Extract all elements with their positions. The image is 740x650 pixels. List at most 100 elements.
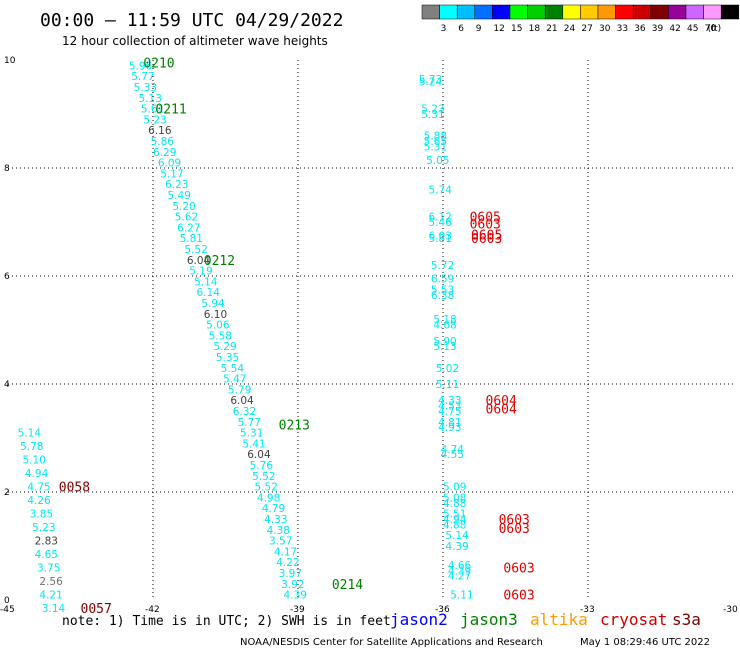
swh-value: 5.20	[172, 201, 195, 213]
swh-value: 5.51	[443, 509, 466, 521]
swh-value: 5.94	[201, 298, 225, 310]
pass-time-label: 0604	[486, 402, 517, 417]
swh-value: 4.21	[39, 590, 62, 602]
swh-value: 4.94	[25, 468, 49, 480]
axis-ticks: -45 -42 -39 -36 -33 -30 0 2 4 6 8 10	[0, 56, 738, 615]
swh-value: 5.11	[450, 590, 473, 602]
legend-label: 15	[511, 24, 522, 34]
x-tick-label: -30	[723, 605, 738, 615]
swh-value: 5.14	[18, 428, 42, 440]
legend-label: 9	[476, 24, 482, 34]
swh-value: 5.58	[209, 330, 232, 342]
pass-time-label: 0213	[279, 419, 310, 434]
swh-value: 5.31	[424, 141, 447, 153]
legend-swatch	[421, 4, 440, 20]
swh-value: 5.88	[424, 131, 447, 143]
pass-time-labels: 0210021102120213021400580057060506030605…	[59, 57, 535, 617]
swh-value: 4.53	[438, 401, 461, 413]
swh-value: 4.88	[443, 498, 466, 510]
legend-label: 30	[599, 24, 611, 34]
swh-value: 6.23	[165, 179, 188, 191]
swh-value: 5.86	[151, 136, 175, 148]
swh-value: 6.59	[431, 274, 454, 286]
legend-label: 3	[441, 24, 447, 34]
pass-time-label: 0605	[471, 228, 502, 243]
legend-label: 6	[458, 24, 464, 34]
swh-value: 5.06	[206, 320, 230, 332]
swh-value: 4.38	[267, 525, 290, 537]
chart-title: 00:00 — 11:59 UTC 04/29/2022	[40, 10, 343, 31]
legend-swatch	[544, 4, 564, 20]
swh-value: 5.14	[445, 530, 469, 542]
pass-time-label: 0603	[503, 589, 534, 604]
legend-label: 39	[652, 24, 664, 34]
swh-value: 6.10	[204, 309, 227, 321]
x-tick-label: -45	[0, 605, 15, 615]
legend-swatch	[456, 4, 476, 20]
y-tick-label: 6	[4, 272, 10, 282]
swh-value: 4.75	[438, 406, 461, 418]
swh-value: 6.32	[233, 406, 256, 418]
satellite-s3a: s3a	[672, 610, 701, 629]
satellite-jason2: jason2	[390, 610, 448, 629]
y-tick-label: 0	[4, 596, 10, 606]
swh-value: 5.76	[250, 460, 274, 472]
legend-swatch	[650, 4, 669, 20]
swh-value: 3.14	[42, 603, 66, 615]
swh-value: 5.61	[141, 104, 164, 116]
swh-value: 5.13	[433, 341, 456, 353]
swh-value: 3.92	[281, 579, 304, 591]
swh-value: 4.39	[284, 590, 307, 602]
swh-value: 5.09	[443, 482, 466, 494]
footer-note: note: 1) Time is in UTC; 2) SWH is in fe…	[62, 614, 391, 629]
credit-text: NOAA/NESDIS Center for Satellite Applica…	[240, 637, 543, 648]
swh-value: 5.77	[131, 71, 154, 83]
swh-value: 5.81	[429, 233, 452, 245]
swh-value: 4.27	[448, 571, 471, 583]
swh-value: 3.75	[37, 563, 60, 575]
swh-value: 5.73	[419, 74, 442, 86]
swh-value: 5.52	[255, 482, 278, 494]
swh-value: 6.09	[158, 158, 181, 170]
legend-swatch	[492, 4, 511, 20]
swh-value: 5.65	[424, 136, 447, 148]
swh-value: 5.79	[228, 384, 251, 396]
x-tick-label: -42	[145, 605, 160, 615]
swh-value: 6.16	[148, 125, 172, 137]
color-legend: 3 6 9 12 15 18 21 24 27 30 33 36 39 42 45 70(ft)	[421, 4, 740, 34]
legend-swatch	[474, 4, 493, 20]
timestamp-text: May 1 08:29:46 UTC 2022	[580, 637, 710, 648]
legend-swatch	[632, 4, 652, 20]
swh-value: 4.33	[438, 395, 461, 407]
x-tick-label: -33	[580, 605, 595, 615]
pass-time-label: 0058	[59, 481, 90, 496]
swh-value: 5.41	[242, 438, 265, 450]
swh-value: 5.47	[223, 374, 246, 386]
swh-value: 4.98	[257, 492, 280, 504]
swh-value: 5.24	[419, 77, 443, 89]
satellite-cryosat: cryosat	[600, 610, 667, 629]
swh-value: 6.03	[429, 231, 452, 243]
y-tick-label: 4	[4, 380, 10, 390]
swh-value: 5.11	[436, 379, 459, 391]
swh-value: 5.74	[429, 185, 453, 197]
pass-time-label: 0603	[499, 513, 530, 528]
swh-value: 5.29	[213, 341, 236, 353]
pass-time-label: 0603	[499, 522, 530, 537]
x-tick-label: -36	[435, 605, 450, 615]
swh-value: 5.02	[436, 363, 459, 375]
legend-label: 18	[529, 24, 541, 34]
y-tick-label: 2	[4, 488, 10, 498]
swh-value: 4.17	[274, 546, 297, 558]
swh-value: 4.68	[433, 320, 456, 332]
swh-value: 5.77	[238, 417, 261, 429]
swh-value: 5.54	[221, 363, 245, 375]
legend-label: 42	[669, 24, 680, 34]
pass-time-label: 0057	[81, 602, 112, 617]
swh-value: 6.38	[431, 290, 454, 302]
swh-value: 5.35	[216, 352, 239, 364]
swh-value: 5.31	[421, 109, 444, 121]
swh-value: 3.97	[279, 568, 302, 580]
swh-value: 5.90	[433, 336, 456, 348]
swh-value: 4.74	[441, 444, 465, 456]
